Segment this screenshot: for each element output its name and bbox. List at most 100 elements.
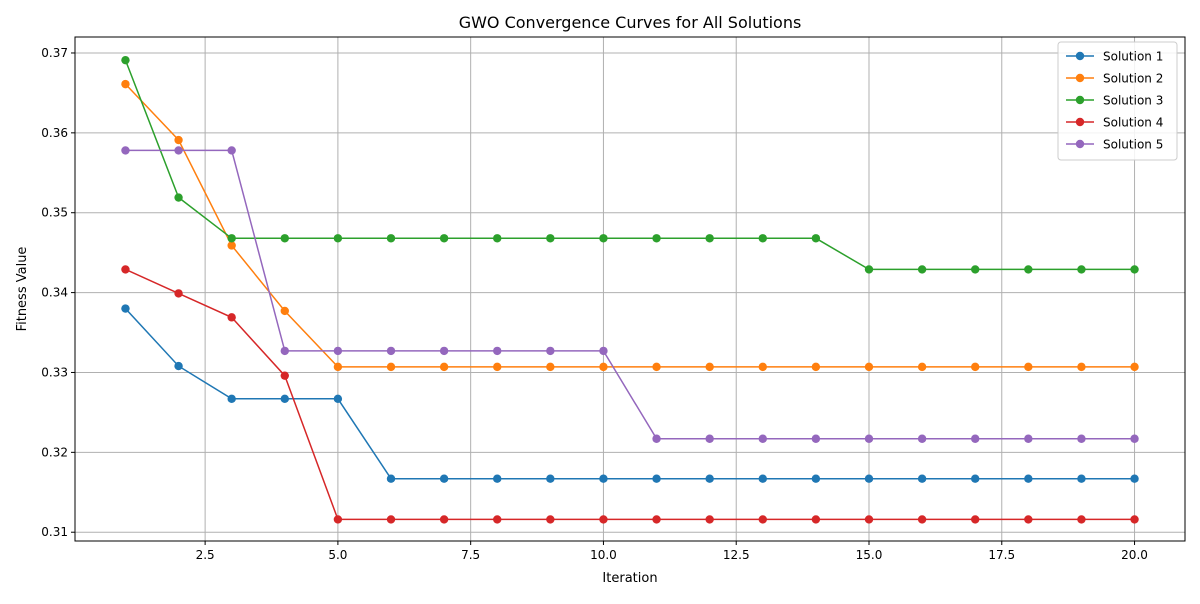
x-tick-label: 10.0: [590, 548, 617, 562]
data-point: [386, 474, 396, 483]
data-point: [652, 362, 661, 372]
grid-lines: [75, 37, 1185, 541]
legend-item: Solution 1: [1066, 50, 1163, 64]
data-point: [174, 193, 183, 202]
legend-label: Solution 4: [1103, 116, 1163, 130]
data-point: [917, 265, 927, 274]
data-point: [280, 394, 289, 404]
data-point: [758, 362, 767, 372]
legend-marker: [1075, 51, 1085, 61]
data-point: [174, 361, 183, 371]
data-point: [652, 474, 661, 483]
legend-item: Solution 5: [1066, 138, 1163, 152]
data-point: [758, 474, 767, 483]
data-point: [333, 394, 343, 404]
data-point: [546, 346, 555, 356]
data-point: [546, 515, 555, 524]
series-4: [121, 265, 1139, 524]
data-point: [546, 234, 555, 243]
data-point: [705, 234, 714, 243]
series-line: [124, 59, 1135, 271]
data-point: [811, 474, 821, 483]
data-point: [121, 265, 130, 274]
data-point: [705, 515, 714, 524]
data-point: [493, 515, 502, 524]
data-point: [333, 234, 343, 243]
data-point: [599, 234, 608, 243]
data-point: [705, 434, 714, 443]
data-point: [758, 434, 767, 443]
data-point: [864, 474, 874, 483]
legend-marker: [1075, 139, 1085, 149]
data-point: [1077, 474, 1086, 483]
data-point: [280, 346, 289, 356]
data-point: [174, 135, 183, 145]
data-point: [439, 362, 449, 372]
series-lines: [121, 55, 1139, 524]
data-point: [1130, 362, 1139, 372]
series-line: [125, 268, 1135, 521]
data-point: [121, 304, 130, 313]
data-point: [652, 434, 661, 443]
data-point: [971, 362, 980, 372]
data-point: [546, 362, 555, 372]
data-point: [1024, 434, 1033, 443]
data-point: [1024, 515, 1033, 524]
x-tick-label: 7.5: [461, 548, 480, 562]
x-tick-label: 12.5: [723, 548, 750, 562]
data-point: [599, 474, 608, 483]
legend-box: [1057, 41, 1178, 161]
data-point: [227, 313, 236, 322]
data-point: [280, 371, 289, 380]
data-point: [280, 306, 289, 316]
y-tick-label: 0.31: [41, 525, 68, 539]
data-point: [652, 234, 661, 243]
legend-label: Solution 2: [1103, 72, 1163, 86]
data-point: [1077, 434, 1086, 443]
y-tick-label: 0.32: [41, 445, 68, 459]
data-point: [1077, 265, 1086, 274]
x-axis-label: Iteration: [602, 571, 657, 586]
data-point: [1024, 265, 1033, 274]
data-point: [386, 362, 396, 372]
legend-marker: [1075, 95, 1085, 105]
data-point: [864, 434, 874, 443]
data-point: [811, 434, 821, 443]
data-point: [705, 362, 714, 372]
plot-frame: [74, 36, 1186, 542]
data-point: [811, 515, 821, 524]
legend-item: Solution 2: [1066, 72, 1163, 86]
legend-marker: [1075, 73, 1085, 83]
y-tick-label: 0.36: [41, 126, 68, 140]
data-point: [227, 234, 236, 243]
data-point: [599, 515, 608, 524]
legend-item: Solution 3: [1066, 94, 1163, 108]
data-point: [1130, 265, 1139, 274]
chart-title: GWO Convergence Curves for All Solutions: [459, 13, 802, 32]
data-point: [811, 234, 821, 243]
data-point: [386, 515, 396, 524]
data-point: [439, 346, 449, 356]
series-2: [121, 79, 1139, 372]
data-point: [1130, 474, 1139, 483]
data-point: [917, 434, 927, 443]
series-5: [121, 146, 1139, 443]
y-tick-label: 0.33: [41, 365, 68, 379]
data-point: [599, 346, 608, 356]
data-point: [971, 474, 980, 483]
data-point: [333, 362, 343, 372]
data-point: [1024, 474, 1033, 483]
data-point: [864, 515, 874, 524]
series-3: [121, 55, 1139, 274]
y-tick-label: 0.37: [41, 46, 68, 60]
data-point: [493, 234, 502, 243]
data-point: [971, 434, 980, 443]
legend-marker: [1075, 117, 1085, 127]
data-point: [439, 234, 449, 243]
data-point: [599, 362, 608, 372]
data-point: [227, 394, 236, 404]
data-point: [333, 346, 343, 356]
x-tick-label: 15.0: [856, 548, 883, 562]
data-point: [493, 474, 502, 483]
